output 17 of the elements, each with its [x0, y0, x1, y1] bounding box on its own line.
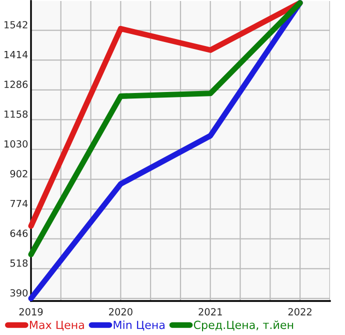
legend-label: Max Цена	[30, 320, 84, 331]
y-tick-label: 1158	[4, 110, 28, 118]
y-tick-label: 646	[10, 230, 28, 237]
x-tick-label: 2022	[288, 308, 312, 316]
y-tick-label: 1414	[4, 51, 28, 58]
y-tick-label: 518	[10, 259, 28, 267]
x-tick-label: 2021	[198, 308, 222, 316]
x-tick-label: 2019	[19, 308, 43, 316]
y-tick-label: 1286	[4, 80, 28, 88]
y-tick-label: 774	[10, 200, 28, 208]
y-tick-label: 1542	[4, 21, 28, 28]
y-tick-label: 902	[10, 170, 28, 178]
legend-label: Min Цена	[114, 320, 164, 331]
y-tick-label: 1030	[4, 140, 28, 148]
y-tick-label: 390	[10, 289, 28, 297]
legend-label: Сред.Цена, т.йен	[194, 320, 294, 332]
x-tick-label: 2020	[109, 308, 132, 316]
